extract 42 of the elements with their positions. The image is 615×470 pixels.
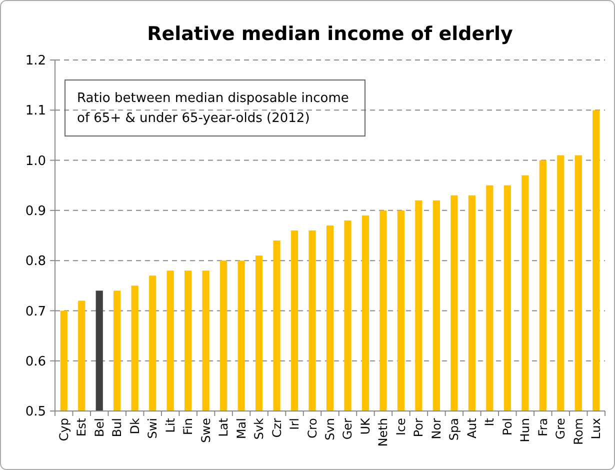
x-tick-label: Lit (163, 418, 178, 433)
chart-title: Relative median income of elderly (147, 23, 514, 45)
x-tick-label: Czr (270, 418, 284, 438)
x-tick-label: Ger (340, 418, 355, 440)
x-tick-label: Svk (252, 418, 266, 440)
x-tick-label: Neth (376, 418, 390, 447)
x-tick-label: Mal (234, 418, 248, 440)
x-tick-label: Hun (518, 418, 532, 442)
x-tick-label: Gre (554, 418, 568, 440)
y-tick-label: 0.7 (25, 304, 46, 320)
x-tick-label: It (482, 418, 497, 426)
x-tick-label: Rom (571, 418, 586, 445)
x-tick-label: UK (358, 416, 372, 435)
x-tick-label: Nor (429, 418, 444, 440)
y-tick-label: 1.1 (25, 104, 46, 119)
x-tick-label: Bul (110, 418, 124, 438)
annotation: Ratio between median disposable income of 65+ & under 65-year-olds (2012) (77, 91, 349, 126)
x-tick-label: Aut (464, 418, 479, 439)
x-tick-label: Por (412, 418, 426, 438)
y-tick-label: 1.0 (25, 154, 46, 169)
x-tick-label: Svn (323, 418, 337, 440)
x-tick-label: Cyp (56, 418, 71, 442)
note-box: Ratio between median disposable income of 65+ & under 65-year-olds (2012) (64, 80, 366, 136)
y-tick-label: 0.5 (25, 404, 46, 420)
x-tick-label: Bel (92, 418, 106, 437)
x-tick-label: Lux (589, 418, 604, 440)
y-tick-label: 0.9 (25, 204, 46, 219)
x-tick-label: Fra (536, 418, 550, 436)
x-tick-label: Irl (288, 418, 302, 430)
y-tick-label: 0.8 (25, 254, 46, 270)
x-tick-label: Pol (500, 418, 514, 436)
x-tick-label: Est (74, 418, 89, 437)
x-tick-label: Fin (181, 418, 196, 435)
x-tick-label: Spa (447, 418, 462, 441)
x-tick-label: Lat (216, 418, 231, 437)
x-tick-label: Dk (128, 418, 142, 434)
x-tick-label: Cro (305, 418, 320, 438)
x-tick-label: Swi (146, 418, 160, 439)
y-tick-label: 1.2 (25, 54, 46, 69)
x-tick-label: Swe (198, 418, 213, 443)
y-tick-label: 0.6 (25, 354, 46, 370)
x-tick-label: Ice (394, 418, 408, 436)
